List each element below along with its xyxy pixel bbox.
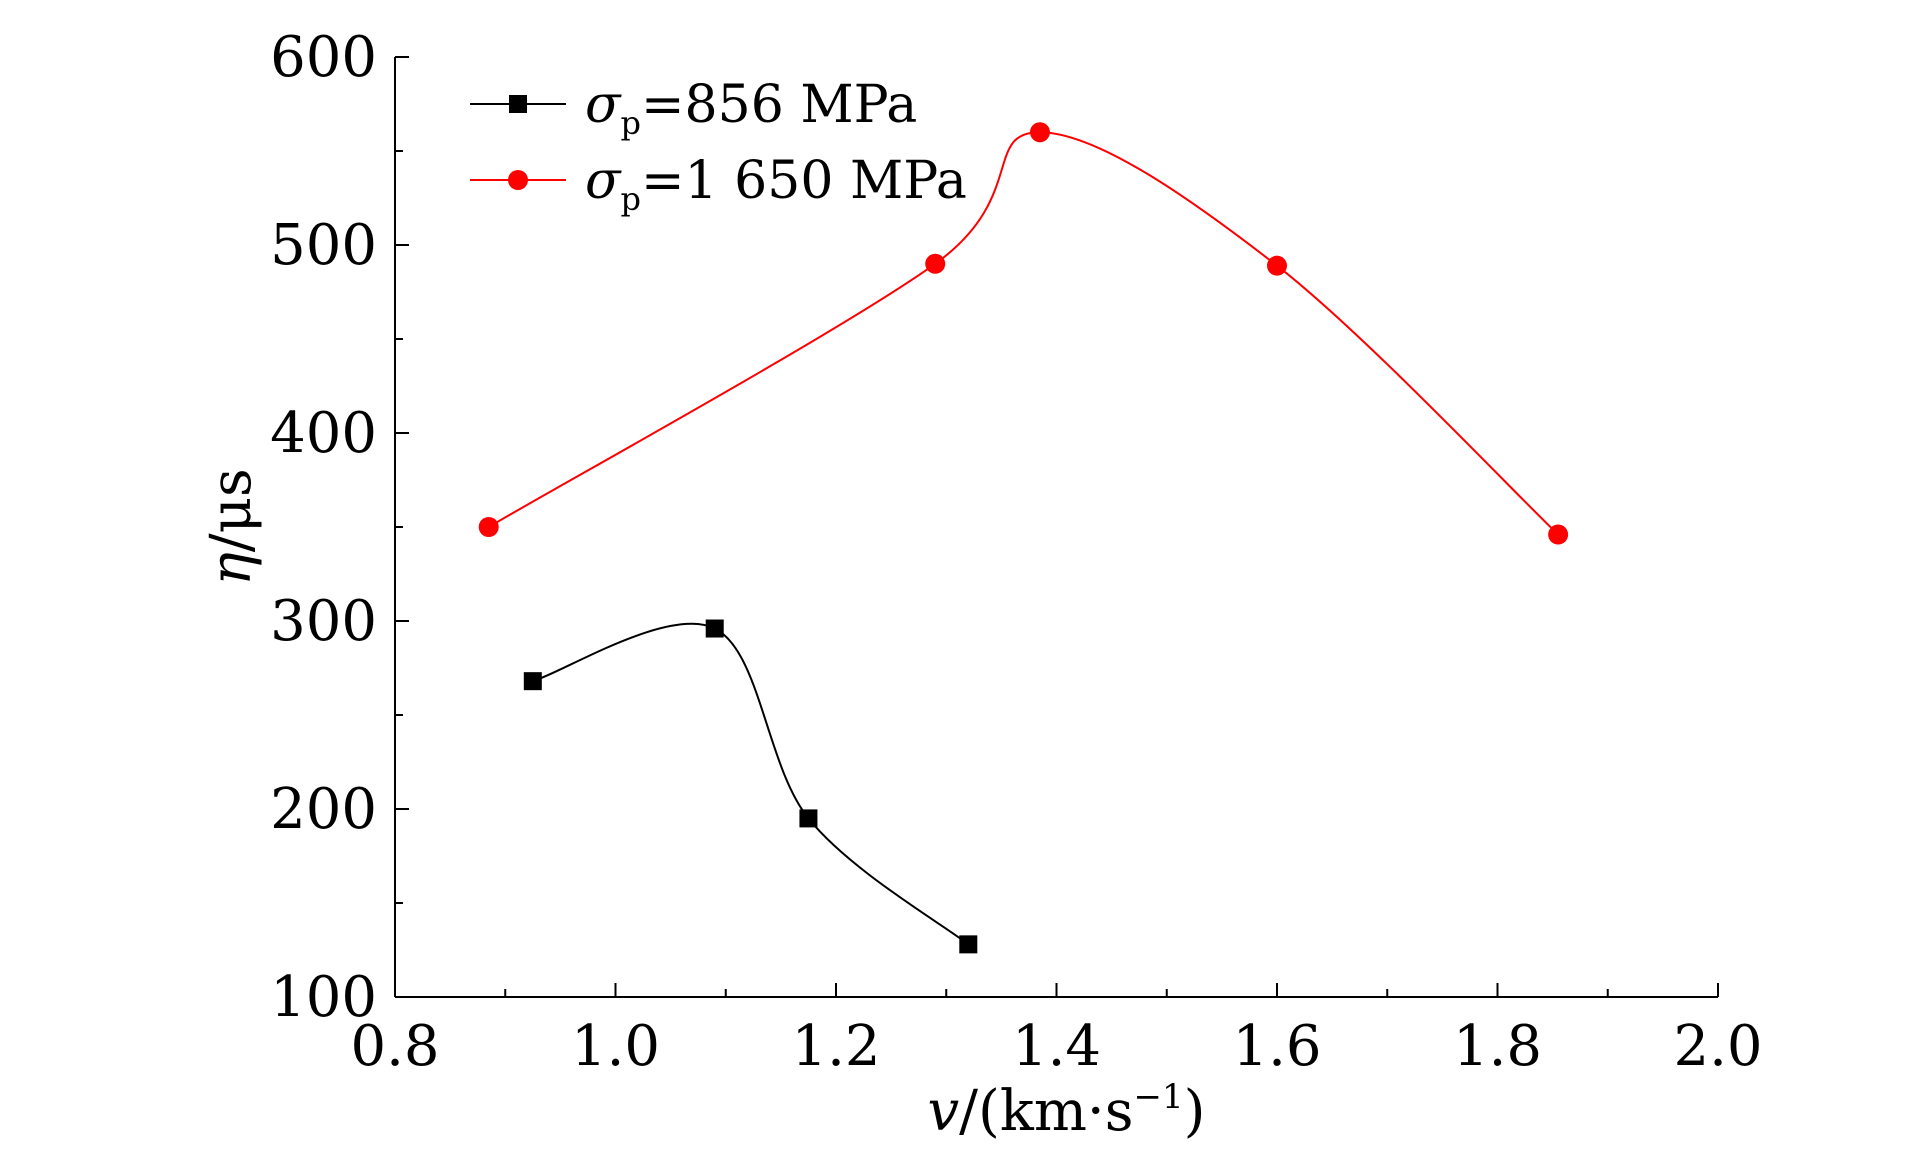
y-axis-unit: /μs — [199, 468, 264, 552]
y-axis-title: η/μs — [199, 468, 264, 586]
axes: 0.8 1.0 1.2 1.4 1.6 1.8 2.0 100 200 300 400 500 600 — [270, 25, 1762, 1079]
legend-symbol: σ — [585, 75, 622, 135]
x-tick-label: 1.8 — [1453, 1014, 1542, 1079]
fit-curve-series-1 — [532, 622, 969, 946]
x-tick-label: 0.8 — [350, 1014, 439, 1079]
data-points — [478, 122, 1569, 954]
legend-marker-series-2 — [508, 170, 528, 190]
y-tick-label: 200 — [270, 777, 377, 842]
x-axis-symbol: v — [928, 1079, 960, 1144]
x-tick-label: 1.2 — [791, 1014, 880, 1079]
legend-label-series-1: σp=856 MPa — [585, 75, 917, 142]
x-tick-label: 1.4 — [1012, 1014, 1101, 1079]
y-tick-label: 500 — [270, 213, 377, 278]
y-axis-symbol: η — [199, 552, 264, 586]
x-axis-title: v/(km·s−1) — [928, 1077, 1206, 1144]
legend-subscript: p — [621, 180, 641, 218]
x-tick-label: 2.0 — [1673, 1014, 1762, 1079]
data-point-series-1 — [705, 619, 724, 638]
x-axis-close: ) — [1184, 1079, 1206, 1144]
y-tick-label: 400 — [270, 401, 377, 466]
x-axis-unit: /(km·s — [959, 1079, 1133, 1144]
y-tick-label: 300 — [270, 589, 377, 654]
data-point-series-2 — [925, 253, 946, 274]
legend-value: =856 MPa — [641, 75, 917, 135]
data-point-series-1 — [959, 935, 978, 954]
data-point-series-1 — [799, 809, 818, 828]
data-point-series-1 — [523, 672, 542, 691]
y-tick-label: 100 — [270, 965, 377, 1030]
x-tick-label: 1.0 — [571, 1014, 660, 1079]
data-point-series-2 — [1548, 524, 1569, 545]
legend-marker-series-1 — [509, 95, 527, 113]
x-axis-superscript: −1 — [1133, 1077, 1183, 1117]
data-point-series-2 — [1267, 255, 1287, 276]
data-point-series-2 — [478, 517, 499, 537]
legend-value: =1 650 MPa — [641, 151, 967, 211]
y-tick-label: 600 — [270, 25, 377, 90]
legend-symbol: σ — [585, 151, 622, 211]
x-tick-label: 1.6 — [1232, 1014, 1321, 1079]
legend-subscript: p — [621, 104, 641, 142]
legend-label-series-2: σp=1 650 MPa — [585, 151, 967, 218]
fit-curves — [488, 131, 1559, 946]
data-point-series-2 — [1029, 122, 1050, 143]
axis-titles: v/(km·s−1) η/μs — [199, 468, 1205, 1144]
